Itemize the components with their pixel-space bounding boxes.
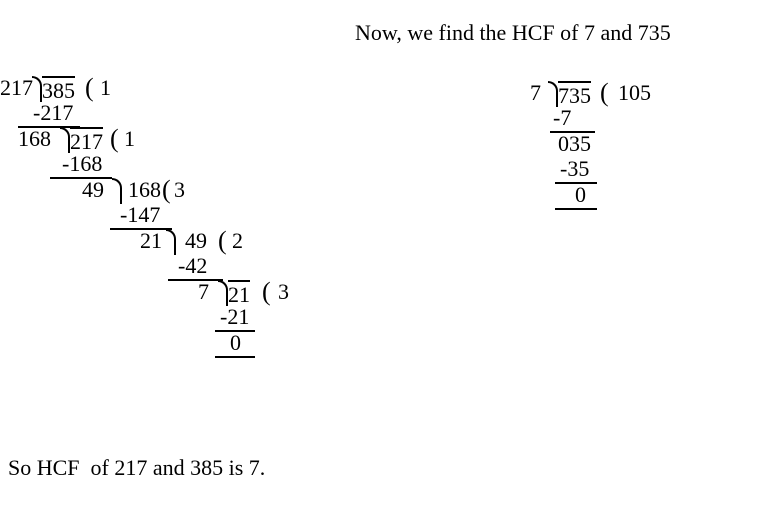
s4-dividend: 49 (185, 228, 207, 254)
s2-bracket (60, 127, 70, 153)
s4-line (168, 279, 223, 281)
s1-quotient: 1 (100, 75, 111, 101)
s3-divisor: 49 (82, 177, 104, 203)
r-rem2: 0 (575, 182, 586, 208)
s2-paren: ( (110, 124, 119, 154)
conclusion-text: So HCF of 217 and 385 is 7. (8, 455, 265, 481)
r-divisor: 7 (530, 80, 541, 106)
r-quotient: 105 (618, 80, 651, 106)
s4-paren: ( (218, 226, 227, 256)
s5-paren: ( (262, 277, 271, 307)
s4-divisor: 21 (140, 228, 162, 254)
s1-paren: ( (85, 73, 94, 103)
header-text: Now, we find the HCF of 7 and 735 (355, 20, 671, 46)
r-paren: ( (600, 78, 609, 108)
s5-sub: -21 (220, 304, 249, 330)
s4-quotient: 2 (232, 228, 243, 254)
r-line3 (555, 208, 597, 210)
s2-divisor: 168 (18, 126, 51, 152)
s5-line2 (215, 356, 255, 358)
left-remainder: 0 (230, 330, 241, 356)
s3-sub: -147 (120, 202, 160, 228)
s5-quotient: 3 (278, 279, 289, 305)
s5-divisor: 7 (198, 279, 209, 305)
s3-quotient: 3 (174, 177, 185, 203)
r-rem1: 035 (558, 131, 591, 157)
s1-sub: -217 (33, 100, 73, 126)
s4-bracket (166, 229, 176, 255)
s5-bracket (218, 280, 228, 306)
s3-bracket (112, 178, 122, 204)
s4-sub: -42 (178, 253, 207, 279)
r-bracket (548, 81, 558, 107)
s3-paren: ( (162, 175, 171, 205)
r-sub1: -7 (553, 105, 571, 131)
s3-dividend: 168 (128, 177, 161, 203)
s1-divisor: 217 (0, 75, 33, 101)
r-sub2: -35 (560, 156, 589, 182)
s2-quotient: 1 (124, 126, 135, 152)
s2-sub: -168 (62, 151, 102, 177)
s1-bracket (32, 76, 42, 102)
